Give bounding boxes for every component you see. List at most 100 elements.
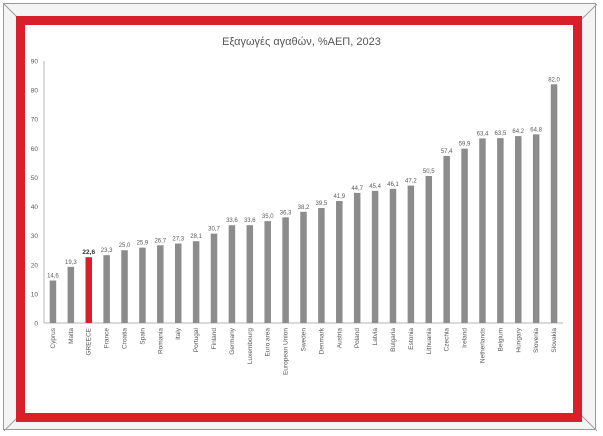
highlight-frame	[16, 16, 582, 422]
data-label: 57,4	[441, 149, 453, 155]
data-label: 35,0	[262, 214, 274, 220]
category-label: Austria	[336, 328, 343, 349]
data-label: 30,7	[208, 227, 220, 233]
data-label: 27,3	[172, 237, 184, 243]
bar	[336, 201, 343, 323]
data-label: 59,9	[459, 142, 471, 148]
data-label: 45,4	[369, 184, 381, 190]
bar	[67, 266, 75, 323]
category-label: European Union	[283, 328, 290, 375]
data-label: 28,1	[190, 234, 202, 240]
data-label: 22,6	[82, 249, 95, 256]
category-label: Spain	[139, 328, 146, 345]
data-label: 50,5	[423, 169, 435, 175]
bar-chart: 0 10 20 30 40 50 60 70 80 90 14,6 Cyprus 19,3 Malta 22…	[31, 59, 563, 375]
bar	[425, 175, 433, 323]
data-label: 63,5	[495, 131, 507, 137]
category-label: Belgium	[497, 328, 504, 351]
bar	[318, 208, 325, 323]
data-label: 25,9	[137, 241, 149, 247]
data-label: 64,2	[512, 129, 524, 135]
bar	[246, 225, 254, 323]
category-label: Ireland	[462, 328, 469, 348]
bar	[389, 188, 397, 323]
bar	[139, 247, 146, 323]
data-label: 46,1	[387, 182, 399, 188]
category-label: Slovenia	[533, 328, 540, 353]
bar	[121, 250, 128, 323]
category-label: Romania	[157, 328, 164, 354]
category-label: Portugal	[193, 327, 200, 352]
bar	[157, 245, 164, 323]
bar	[353, 192, 361, 323]
data-label: 64,8	[530, 127, 542, 133]
bar	[443, 155, 450, 323]
category-label: Germany	[229, 327, 236, 354]
category-label: Estonia	[408, 328, 415, 350]
y-tick-label: 40	[31, 204, 39, 211]
bar	[515, 136, 522, 323]
category-label: Netherlands	[479, 327, 486, 363]
y-tick-label: 0	[34, 321, 38, 328]
bar	[407, 185, 415, 323]
category-label: Cyprus	[50, 327, 57, 348]
data-label: 47,2	[405, 179, 417, 185]
y-tick-label: 50	[31, 175, 39, 182]
data-label: 39,5	[316, 201, 328, 207]
bar	[174, 243, 182, 323]
data-label: 26,7	[154, 238, 166, 244]
y-tick-label: 70	[31, 117, 39, 124]
data-label: 44,7	[351, 186, 363, 192]
bar	[210, 233, 218, 323]
category-label: Malta	[68, 328, 75, 344]
data-label: 14,6	[47, 273, 59, 279]
bar	[497, 138, 504, 323]
y-tick-label: 60	[31, 146, 39, 153]
bar	[371, 190, 379, 323]
category-label: Italy	[175, 327, 182, 340]
bar	[282, 217, 289, 323]
category-label: GREECE	[86, 327, 93, 355]
category-label: Hungary	[515, 327, 522, 352]
data-label: 38,2	[298, 205, 310, 211]
bar	[192, 241, 200, 323]
data-label: 25,0	[119, 243, 131, 249]
bar	[103, 255, 110, 323]
category-label: Slovakia	[551, 328, 558, 353]
chart-title: Εξαγωγές αγαθών, %ΑΕΠ, 2023	[222, 36, 381, 48]
data-label: 33,6	[244, 218, 256, 224]
category-label: Bulgaria	[390, 328, 397, 352]
category-label: Luxembourg	[247, 328, 254, 365]
category-label: Finland	[211, 328, 218, 350]
bar	[550, 84, 558, 324]
bar	[532, 134, 540, 323]
data-label: 36,3	[280, 210, 292, 216]
bar	[49, 280, 57, 323]
y-tick-label: 10	[31, 291, 39, 298]
category-label: Czechia	[444, 328, 451, 352]
data-label: 63,4	[477, 131, 489, 137]
category-label: Denmark	[318, 327, 325, 354]
bar	[461, 148, 468, 323]
category-label: Croatia	[122, 328, 129, 349]
data-label: 33,6	[226, 218, 238, 224]
data-label: 41,9	[333, 194, 345, 200]
y-tick-label: 80	[31, 88, 39, 95]
bar	[479, 138, 486, 323]
data-label: 82,0	[548, 77, 560, 83]
bar	[85, 257, 92, 323]
category-label: Poland	[354, 328, 361, 349]
y-tick-label: 90	[31, 59, 39, 66]
category-label: Latvia	[372, 328, 379, 346]
y-tick-label: 30	[31, 233, 39, 240]
category-label: Euro area	[265, 328, 272, 357]
bar	[300, 211, 307, 323]
bar	[228, 225, 236, 323]
bar	[264, 221, 271, 323]
category-label: Sweden	[301, 328, 308, 352]
y-tick-label: 20	[31, 262, 39, 269]
data-label: 23,3	[101, 248, 113, 254]
category-label: Lithuania	[426, 328, 433, 355]
data-label: 19,3	[65, 260, 77, 266]
category-label: France	[104, 328, 111, 349]
